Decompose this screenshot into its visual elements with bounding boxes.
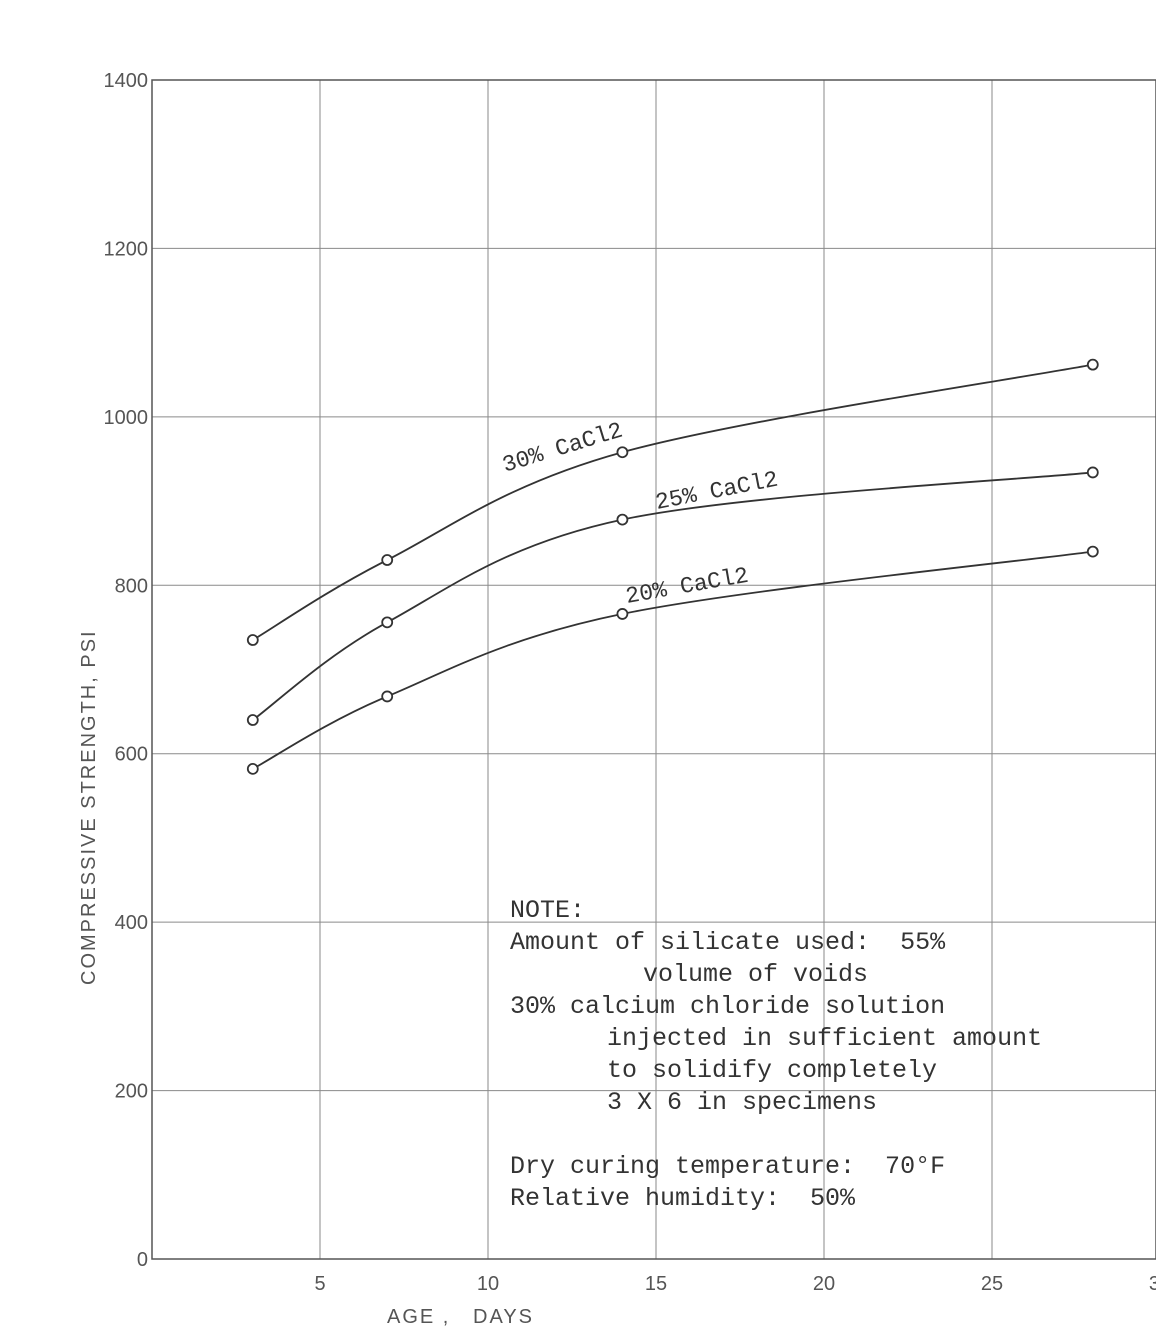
x-tick-label: 20 xyxy=(813,1273,835,1295)
x-tick-label: 10 xyxy=(477,1273,499,1295)
note-line: 3 X 6 in specimens xyxy=(607,1088,877,1117)
y-tick-label: 1400 xyxy=(104,70,149,92)
data-point xyxy=(616,608,629,620)
grid xyxy=(152,79,1156,1260)
note-block: NOTE: Amount of silicate used: 55% volum… xyxy=(510,896,1042,1213)
note-line: volume of voids xyxy=(643,960,868,989)
note-line: Dry curing temperature: 70°F xyxy=(510,1152,945,1181)
x-tick-label: 15 xyxy=(645,1273,667,1295)
y-tick-label: 1200 xyxy=(104,238,149,260)
data-point xyxy=(246,762,259,775)
series-label: 25% CaCl2 xyxy=(653,467,780,516)
y-tick-label: 1000 xyxy=(104,407,149,429)
data-point xyxy=(381,554,394,566)
note-line: to solidify completely xyxy=(607,1056,937,1085)
series-label: 30% CaCl2 xyxy=(499,418,625,479)
plot-frame xyxy=(151,79,1156,1260)
data-point xyxy=(616,513,629,526)
y-tick-label: 400 xyxy=(115,912,148,934)
data-point xyxy=(1086,466,1099,479)
y-tick-label: 800 xyxy=(115,575,148,597)
note-line: Relative humidity: 50% xyxy=(510,1184,856,1213)
y-tick-labels: 0 200 400 600 800 1000 1200 1400 xyxy=(104,70,149,1271)
data-point xyxy=(246,634,259,646)
data-point xyxy=(616,446,629,459)
x-tick-label: 25 xyxy=(981,1273,1003,1295)
data-point xyxy=(381,690,394,703)
series-curves xyxy=(252,363,1093,770)
series-line xyxy=(252,471,1093,721)
series-line xyxy=(252,550,1093,770)
note-line: 30% calcium chloride solution xyxy=(510,992,945,1021)
x-tick-labels: 5 10 15 20 25 30 xyxy=(314,1273,1156,1295)
series-line xyxy=(252,363,1093,641)
x-tick-label: 30 xyxy=(1149,1273,1156,1295)
data-point xyxy=(1086,358,1099,371)
note-line: Amount of silicate used: 55% xyxy=(510,928,946,957)
x-tick-label: 5 xyxy=(314,1273,325,1295)
data-point xyxy=(381,616,394,629)
note-line: NOTE: xyxy=(510,896,585,925)
y-tick-label: 200 xyxy=(115,1081,148,1103)
y-tick-label: 0 xyxy=(137,1249,148,1271)
data-point xyxy=(1086,545,1099,558)
data-point xyxy=(246,714,259,726)
note-line: injected in sufficient amount xyxy=(607,1024,1042,1053)
data-points xyxy=(246,358,1099,775)
y-axis-label: COMPRESSIVE STRENGTH, PSI xyxy=(78,629,100,985)
y-tick-label: 600 xyxy=(115,744,148,766)
x-axis-label: AGE , DAYS xyxy=(387,1306,534,1328)
